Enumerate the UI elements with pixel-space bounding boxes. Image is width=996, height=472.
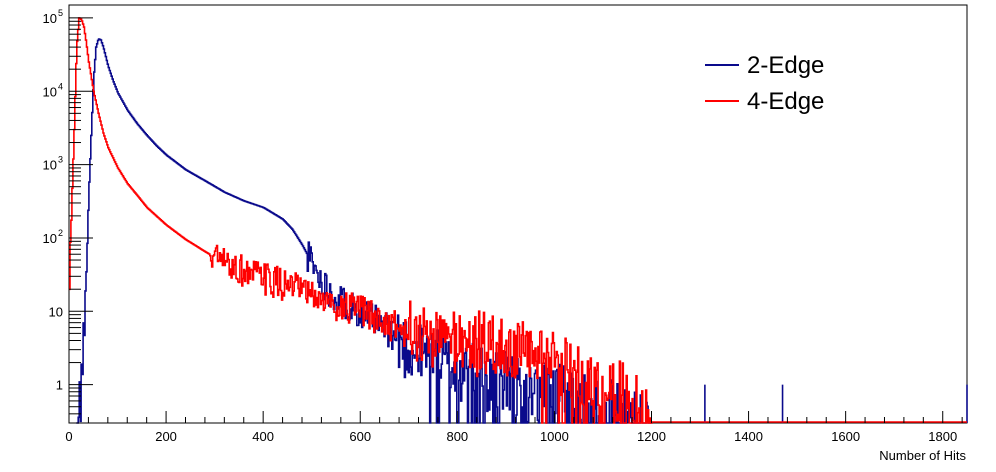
y-tick-label: 10 xyxy=(49,304,63,319)
y-tick-label: 10 xyxy=(43,84,57,99)
y-tick-label: 10 xyxy=(43,11,57,26)
y-tick-exponent: 5 xyxy=(58,8,63,18)
series-line-1 xyxy=(76,38,653,424)
series-layer xyxy=(69,17,968,424)
x-tick-label: 200 xyxy=(155,429,177,444)
y-tick-exponent: 4 xyxy=(58,81,63,91)
x-axis-label: Number of Hits xyxy=(879,448,966,463)
plot-frame xyxy=(68,4,968,424)
x-tick-label: 1800 xyxy=(928,429,957,444)
legend: 2-Edge 4-Edge xyxy=(705,52,824,115)
legend-label: 2-Edge xyxy=(747,52,824,79)
x-tick-label: 1400 xyxy=(734,429,763,444)
legend-label: 4-Edge xyxy=(747,88,824,115)
x-tick-label: 600 xyxy=(349,429,371,444)
y-tick-exponent: 3 xyxy=(58,155,63,165)
y-tick-label: 10 xyxy=(43,158,57,173)
x-tick-label: 400 xyxy=(252,429,274,444)
x-tick-label: 1600 xyxy=(831,429,860,444)
x-tick-label: 1200 xyxy=(637,429,666,444)
y-tick-exponent: 2 xyxy=(58,228,63,238)
series-line-2 xyxy=(69,17,653,424)
y-tick-label: 10 xyxy=(43,231,57,246)
x-tick-label: 0 xyxy=(65,429,72,444)
x-tick-label: 1000 xyxy=(540,429,569,444)
x-tick-label: 800 xyxy=(446,429,468,444)
y-tick-label: 1 xyxy=(56,378,63,393)
